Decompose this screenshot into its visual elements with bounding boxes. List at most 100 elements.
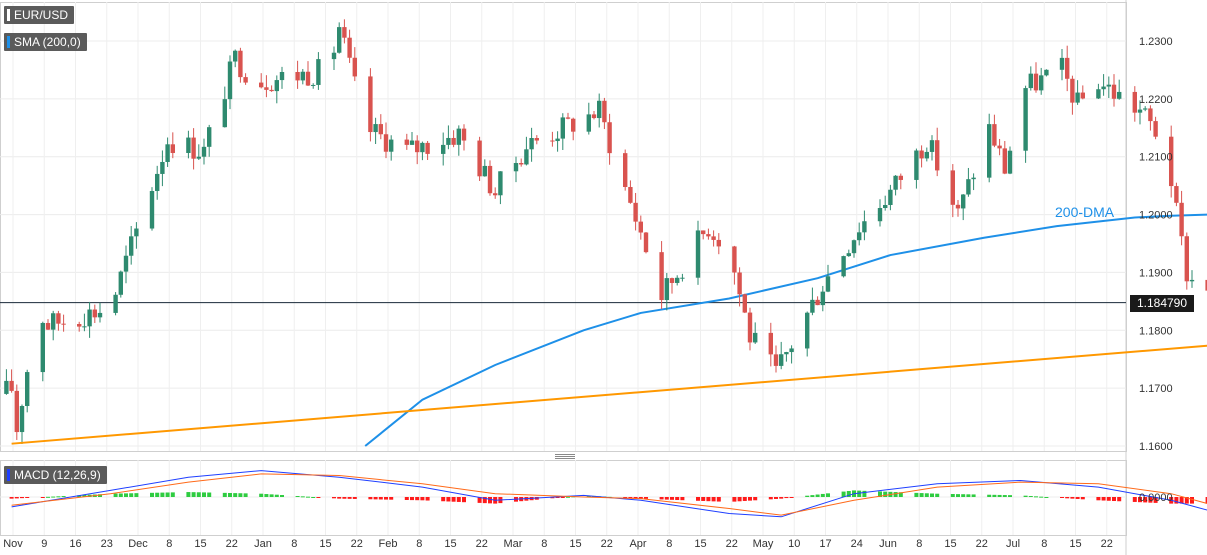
macd-histogram-bar (488, 497, 492, 504)
sma-legend[interactable]: SMA (200,0) (4, 33, 87, 51)
macd-histogram-bar (1065, 497, 1070, 499)
candle (955, 199, 961, 217)
x-tick-label: 22 (351, 538, 363, 550)
macd-histogram-bar (155, 492, 160, 497)
candle-body (784, 352, 789, 355)
candle (160, 150, 165, 187)
macd-histogram-bar (1143, 497, 1148, 503)
candle (753, 322, 758, 344)
macd-histogram-bar (1028, 496, 1033, 498)
macd-histogram-bar (389, 497, 394, 500)
candle (1189, 270, 1195, 288)
macd-histogram-bar (238, 493, 243, 497)
candle-body (118, 271, 123, 295)
macd-histogram-bar (1106, 497, 1111, 501)
candle-body (602, 100, 607, 123)
macd-histogram-bar (956, 494, 960, 497)
candle (534, 135, 539, 145)
instrument-label[interactable]: EUR/USD (4, 6, 75, 24)
candle-body (155, 173, 160, 192)
candle-body (259, 82, 264, 88)
candle (1101, 74, 1106, 96)
candle-body (664, 278, 669, 301)
candle-body (519, 163, 524, 165)
candle (259, 73, 264, 89)
candle-body (633, 202, 638, 222)
candle-body (14, 390, 19, 433)
candle-body (201, 146, 207, 157)
macd-histogram-bar (342, 497, 347, 499)
candle (815, 296, 820, 306)
x-tick-label: 15 (569, 538, 581, 550)
candle-body (487, 165, 493, 194)
candle (1132, 86, 1137, 122)
macd-histogram-bar (789, 497, 794, 498)
pane-splitter-handle[interactable] (555, 454, 575, 459)
candle (420, 141, 425, 161)
sma-legend-text: SMA (200,0) (14, 35, 81, 49)
candle (274, 75, 279, 104)
candle (77, 321, 82, 332)
candle-body (498, 171, 503, 196)
macd-histogram-bar (560, 497, 565, 498)
macd-histogram-bar (451, 497, 456, 502)
candle (513, 156, 519, 183)
candle-body (9, 380, 14, 391)
macd-histogram-bar (207, 492, 212, 497)
candle (628, 180, 633, 204)
candle-body (513, 163, 519, 172)
candle-body (129, 236, 134, 256)
macd-histogram-bar (295, 496, 300, 498)
macd-histogram-bar (269, 494, 274, 497)
candle (493, 187, 498, 199)
macd-histogram-bar (914, 492, 919, 497)
macd-histogram-bar (768, 497, 773, 500)
macd-legend[interactable]: MACD (12,26,9) (4, 466, 107, 484)
macd-histogram-bar (1179, 497, 1184, 504)
macd-histogram-bar (482, 497, 487, 504)
candle-body (1153, 121, 1158, 137)
candle (919, 145, 924, 168)
candle (695, 220, 701, 285)
candle (768, 322, 773, 367)
candle (935, 127, 940, 177)
candle (1205, 279, 1207, 291)
candle-body (1059, 57, 1065, 70)
macd-histogram-bar (1174, 497, 1179, 504)
macd-histogram-bar (1138, 497, 1142, 503)
candle-body (446, 137, 451, 145)
candle-body (82, 326, 87, 328)
macd-histogram-bar (862, 490, 867, 497)
candle-body (415, 140, 420, 153)
candle (529, 127, 534, 162)
candle-body (45, 322, 51, 330)
macd-histogram-bar (1153, 497, 1158, 503)
candle (1002, 140, 1007, 175)
candle-body (191, 137, 196, 159)
candle (602, 97, 607, 130)
x-tick-label: Jun (879, 538, 897, 550)
macd-histogram-bar (919, 493, 924, 497)
macd-histogram-bar (420, 497, 425, 501)
candle-body (186, 137, 191, 154)
candle-body (924, 151, 929, 159)
macd-histogram-bar (228, 492, 232, 497)
macd-histogram-bar (810, 495, 815, 497)
candle (805, 311, 810, 357)
x-tick-label: May (753, 538, 774, 550)
candle (716, 233, 721, 255)
candle (1039, 67, 1044, 95)
sma-200-line (364, 213, 1207, 447)
candle-body (623, 153, 628, 187)
candle (61, 314, 66, 332)
candle (1143, 106, 1148, 112)
candle-body (706, 234, 711, 237)
candle (222, 86, 227, 128)
macd-histogram-bar (14, 497, 19, 499)
candle-body (815, 299, 820, 306)
x-tick-label: 24 (851, 538, 863, 550)
candle (571, 117, 576, 141)
candle-body (914, 150, 919, 180)
candle (789, 345, 794, 364)
